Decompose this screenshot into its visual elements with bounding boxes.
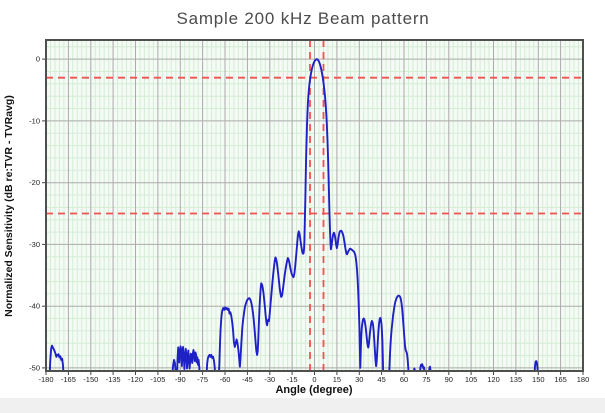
x-tick-label: 75 <box>422 375 430 384</box>
y-tick-label: -10 <box>29 116 40 125</box>
plot-border <box>45 39 584 372</box>
x-tick-label: -45 <box>242 375 253 384</box>
x-tick-label: -165 <box>61 375 76 384</box>
x-tick-label: -30 <box>264 375 275 384</box>
x-tick-label: 150 <box>532 375 545 384</box>
x-tick-label: 120 <box>487 375 500 384</box>
x-tick-label: -60 <box>220 375 231 384</box>
y-tick-labels: 0 -10 -20 -30 -40 -50 <box>29 55 45 372</box>
x-tick-label: 105 <box>465 375 478 384</box>
x-tick-label: 60 <box>400 375 408 384</box>
page-background-strip <box>0 398 605 413</box>
major-gridlines <box>46 40 583 371</box>
x-tick-label: -180 <box>38 375 53 384</box>
x-tick-label: 90 <box>445 375 453 384</box>
y-tick-label: -40 <box>29 302 40 311</box>
x-tick-label: 165 <box>554 375 567 384</box>
beam-pattern-curve <box>48 58 539 371</box>
x-axis-label: Angle (degree) <box>275 384 352 396</box>
x-tick-label: -15 <box>287 375 298 384</box>
y-axis-label: Normalized Sensitivity (dB re:TVR - TVRa… <box>3 95 15 317</box>
x-tick-label: 15 <box>333 375 341 384</box>
y-tick-label: -50 <box>29 363 40 372</box>
x-tick-label: -135 <box>106 375 121 384</box>
x-tick-label: -105 <box>150 375 165 384</box>
x-tick-label: -75 <box>197 375 208 384</box>
x-tick-labels: -180 -165 -150 -135 -120 -105 -90 -75 -60 -45 -30-… <box>38 372 589 384</box>
plot-area: -180 -165 -150 -135 -120 -105 -90 -75 -60 -45 -30-… <box>29 39 589 384</box>
x-tick-label: -150 <box>83 375 98 384</box>
x-tick-label: -90 <box>175 375 186 384</box>
x-tick-label: -120 <box>128 375 143 384</box>
reference-lines <box>46 40 583 371</box>
x-tick-label: 180 <box>577 375 590 384</box>
x-tick-label: 45 <box>377 375 385 384</box>
y-tick-label: -20 <box>29 178 40 187</box>
y-tick-label: 0 <box>36 55 40 64</box>
y-tick-label: -30 <box>29 240 40 249</box>
x-tick-label: 135 <box>510 375 523 384</box>
chart-title: Sample 200 kHz Beam pattern <box>176 9 429 28</box>
x-tick-label: 0 <box>312 375 316 384</box>
x-tick-label: 30 <box>355 375 363 384</box>
